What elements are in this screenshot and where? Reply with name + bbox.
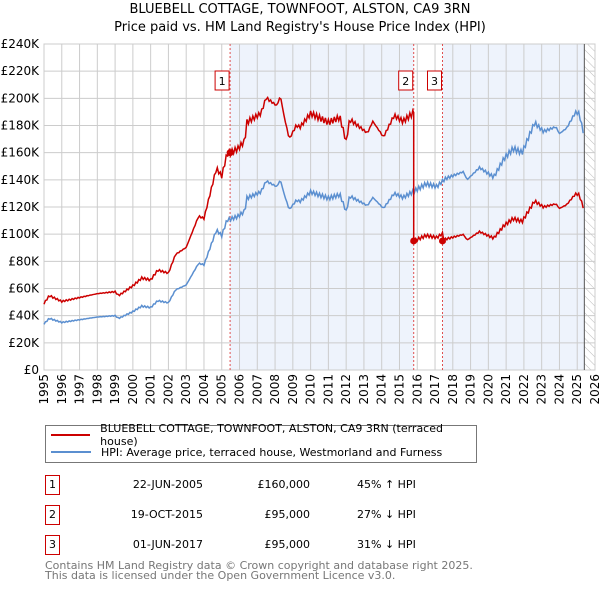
sale-point-3 [438,237,446,245]
x-tick-label: 2023 [535,374,549,405]
x-tick-label: 1998 [90,374,104,405]
x-tick-label: 2001 [144,374,158,405]
y-tick-label: £160K [1,146,41,160]
sale-label-1: 1 [219,75,226,88]
x-tick-label: 1997 [73,374,87,405]
sale-label-3: 3 [431,75,438,88]
sale-price: £160,000 [257,478,311,491]
sale-number: 2 [45,505,60,525]
chart-title: BLUEBELL COTTAGE, TOWNFOOT, ALSTON, CA9 … [129,2,471,17]
x-tick-label: 2003 [179,374,193,405]
legend-label-hpi: HPI: Average price, terraced house, West… [101,445,443,459]
sale-row: 3 01-JUN-2017 £95,000 31% ↓ HPI [45,535,445,555]
sale-label-2: 2 [402,75,409,88]
x-tick-label: 2026 [588,374,600,405]
x-tick-label: 2025 [570,374,584,405]
sale-price: £95,000 [264,508,311,521]
x-tick-label: 2004 [197,374,211,405]
property-price-line [43,95,584,305]
sale-row: 2 19-OCT-2015 £95,000 27% ↓ HPI [45,505,445,525]
y-tick-label: £60K [8,282,40,296]
legend-item-hpi: HPI: Average price, terraced house, West… [51,444,442,460]
legend-swatch-hpi [51,451,91,453]
sale-label-box-1 [214,70,230,91]
y-tick-label: £100K [1,227,41,241]
footer-copyright: Contains HM Land Registry data © Crown c… [45,559,473,572]
sale-point-2 [410,237,418,245]
x-tick-label: 2020 [481,374,495,405]
sale-price: £95,000 [264,538,311,551]
x-tick-label: 2021 [499,374,513,405]
x-tick-label: 2016 [410,374,424,405]
x-tick-label: 2008 [268,374,282,405]
x-tick-label: 1995 [37,374,51,405]
x-tick-label: 2012 [339,374,353,405]
legend: BLUEBELL COTTAGE, TOWNFOOT, ALSTON, CA9 … [45,422,477,463]
legend-swatch-property [51,434,91,436]
y-tick-label: £240K [1,37,41,51]
x-tick-label: 2018 [446,374,460,405]
x-tick-label: 2011 [321,374,335,405]
x-tick-label: 2005 [215,374,229,405]
sale-hpi-comparison: 31% ↓ HPI [357,538,416,551]
sale-date: 22-JUN-2005 [132,478,203,491]
sale-label-box-2 [398,70,414,91]
x-tick-label: 2013 [357,374,371,405]
x-tick-label: 2000 [126,374,140,405]
footer-licence: This data is licensed under the Open Gov… [45,569,396,582]
sale-label-box-3 [426,70,442,91]
sale-date: 19-OCT-2015 [130,508,203,521]
x-tick-label: 2024 [552,374,566,405]
sale-hpi-comparison: 45% ↑ HPI [357,478,416,491]
sale-number: 3 [45,535,60,555]
sale-hpi-comparison: 27% ↓ HPI [357,508,416,521]
x-tick-label: 1999 [108,374,122,405]
y-tick-label: £120K [1,200,41,214]
x-tick-label: 2009 [286,374,300,405]
x-tick-label: 2022 [517,374,531,405]
x-tick-label: 2014 [375,374,389,405]
chart-subtitle: Price paid vs. HM Land Registry's House … [114,20,486,35]
x-tick-label: 2017 [428,374,442,405]
legend-item-property: BLUEBELL COTTAGE, TOWNFOOT, ALSTON, CA9 … [51,422,476,448]
footer: Contains HM Land Registry data © Crown c… [45,559,473,582]
y-tick-label: £220K [1,64,41,78]
y-tick-label: £0 [24,363,39,377]
legend-label-property: BLUEBELL COTTAGE, TOWNFOOT, ALSTON, CA9 … [100,422,443,448]
hpi-line [43,108,584,325]
x-tick-label: 2002 [161,374,175,405]
x-tick-label: 2010 [304,374,318,405]
x-tick-label: 2019 [464,374,478,405]
sale-date: 01-JUN-2017 [132,538,203,551]
y-tick-label: £20K [8,336,40,350]
sale-point-1 [226,149,234,157]
y-tick-label: £40K [8,309,40,323]
y-tick-label: £140K [1,173,41,187]
x-tick-label: 2006 [233,374,247,405]
price-chart: 1995 1996 1997 1998 1999 2000 2001 2002 2003 2004… [1,37,600,405]
x-tick-label: 1996 [55,374,69,405]
x-tick-label: 2015 [392,374,406,405]
sale-row: 1 22-JUN-2005 £160,000 45% ↑ HPI [45,475,445,495]
y-tick-label: £200K [1,91,41,105]
x-tick-label: 2007 [250,374,264,405]
sale-number: 1 [45,475,60,495]
y-tick-label: £180K [1,119,41,133]
y-tick-label: £80K [8,254,40,268]
plot-frame [43,43,596,371]
